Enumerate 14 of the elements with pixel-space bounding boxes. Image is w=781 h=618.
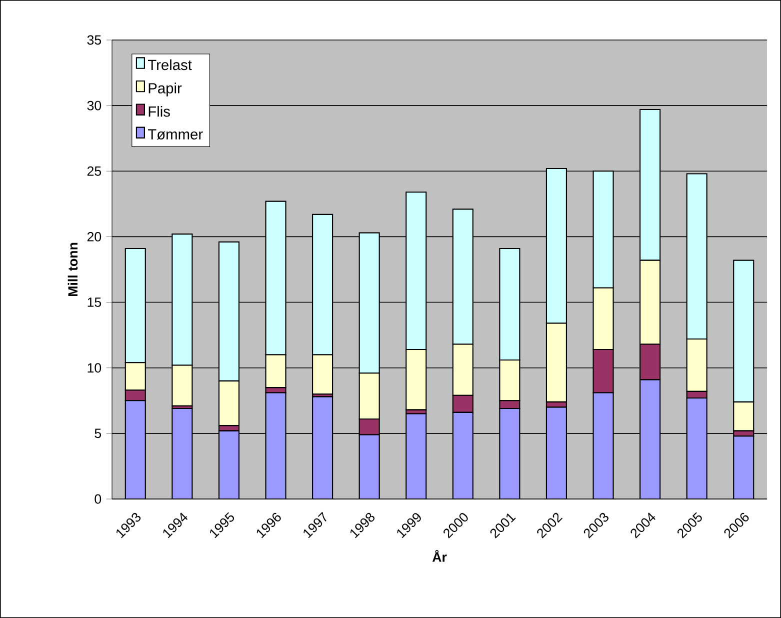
legend-label: Tømmer	[148, 129, 203, 140]
y-tick-label: 35	[87, 35, 102, 45]
y-tick-label: 25	[87, 166, 102, 176]
y-tick-label: 5	[94, 428, 102, 438]
legend-label: Trelast	[148, 59, 192, 70]
y-tick-label: 10	[88, 363, 102, 373]
legend-label: Flis	[148, 106, 170, 117]
y-tick-label: 0	[94, 494, 102, 504]
y-axis-title: Mill tonn	[68, 242, 78, 296]
y-tick-label: 20	[87, 232, 102, 242]
y-tick-label: 15	[88, 298, 102, 307]
legend-label: Papir	[148, 82, 182, 96]
x-axis-title: År	[432, 550, 447, 562]
y-tick-label: 30	[87, 100, 102, 110]
